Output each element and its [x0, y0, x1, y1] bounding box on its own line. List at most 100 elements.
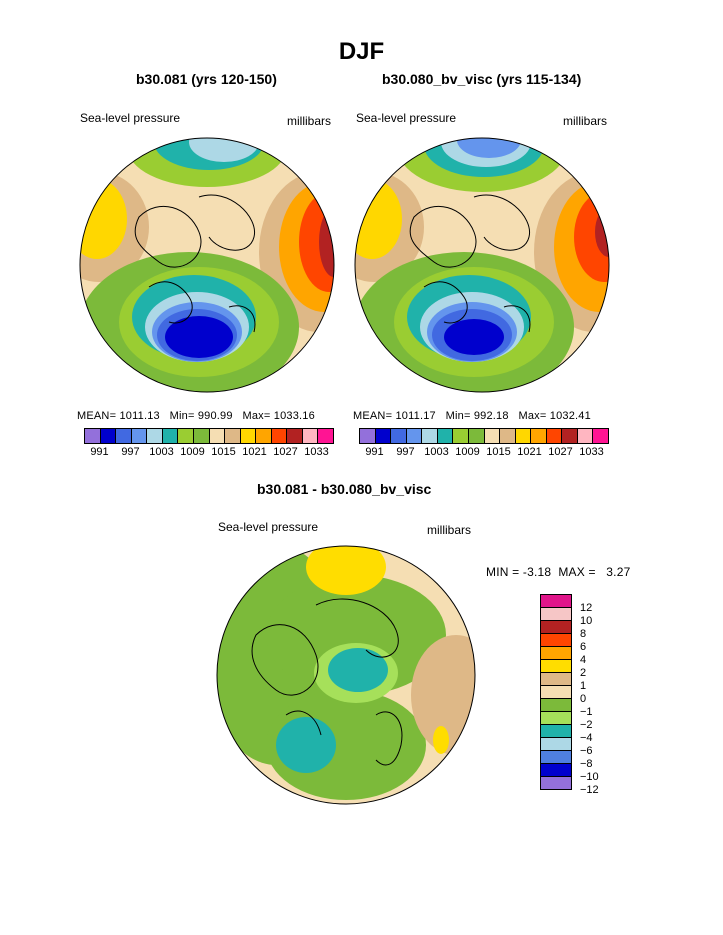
colorbar-label: −10 — [580, 771, 599, 783]
colorbar-swatch — [100, 429, 117, 443]
colorbar-swatch — [531, 429, 547, 443]
colorbar-label: 4 — [580, 654, 587, 666]
colorbar-swatch — [422, 429, 438, 443]
colorbar-label: 8 — [580, 628, 587, 640]
panel-2-colorbar-ticks: 991 997 1003 1009 1015 1021 1027 1033 — [359, 446, 607, 458]
colorbar-swatch — [541, 647, 571, 660]
diff-map — [216, 545, 476, 805]
colorbar-label: −1 — [580, 706, 593, 718]
colorbar-tick-label: 1027 — [273, 446, 298, 458]
colorbar-tick-label: 1021 — [242, 446, 267, 458]
colorbar-label: 1 — [580, 680, 587, 692]
colorbar-swatch — [178, 429, 194, 443]
colorbar-swatch — [541, 712, 571, 725]
colorbar-swatch — [271, 429, 288, 443]
panel-1-map — [79, 137, 335, 393]
colorbar-tick-label: 1009 — [180, 446, 205, 458]
colorbar-swatch — [131, 429, 148, 443]
colorbar-tick-label: 997 — [121, 446, 140, 458]
colorbar-label: 2 — [580, 667, 587, 679]
panel-1-colorbar-ticks: 991 997 1003 1009 1015 1021 1027 1033 — [84, 446, 332, 458]
colorbar-swatch — [468, 429, 485, 443]
colorbar-swatch — [562, 429, 578, 443]
colorbar-label: −4 — [580, 732, 593, 744]
colorbar-swatch — [147, 429, 163, 443]
colorbar-tick-label: 1033 — [579, 446, 604, 458]
colorbar-swatch — [391, 429, 407, 443]
panel-1-colorbar — [84, 428, 334, 444]
diff-colorbar-labels: 12 10 8 6 4 2 1 0 −1 −2 −4 −6 −8 −10 −12 — [580, 594, 620, 804]
colorbar-swatch — [541, 699, 571, 712]
colorbar-label: 12 — [580, 602, 593, 614]
panel-1-min: 990.99 — [197, 410, 233, 422]
colorbar-swatch — [541, 686, 571, 699]
colorbar-swatch — [541, 673, 571, 686]
diff-stats: MIN = -3.18 MAX = 3.27 — [486, 565, 630, 579]
panel-2-min: 992.18 — [473, 410, 509, 422]
colorbar-swatch — [302, 429, 319, 443]
colorbar-swatch — [225, 429, 241, 443]
colorbar-swatch — [541, 777, 571, 789]
colorbar-swatch — [85, 429, 101, 443]
colorbar-swatch — [541, 738, 571, 751]
colorbar-swatch — [287, 429, 303, 443]
colorbar-swatch — [484, 429, 501, 443]
colorbar-swatch — [593, 429, 608, 443]
panel-1-max: 1033.16 — [273, 410, 315, 422]
panel-2-map — [354, 137, 610, 393]
panel-2-max-label: Max= — [518, 410, 547, 422]
colorbar-swatch — [541, 608, 571, 621]
panel-1-units: millibars — [287, 114, 332, 128]
colorbar-swatch — [500, 429, 516, 443]
colorbar-label: 6 — [580, 641, 587, 653]
colorbar-swatch — [360, 429, 376, 443]
colorbar-swatch — [541, 764, 571, 777]
panel-2-min-label: Min= — [445, 410, 471, 422]
colorbar-swatch — [209, 429, 226, 443]
panel-2-units: millibars — [563, 114, 608, 128]
diff-min-label: MIN = — [486, 565, 520, 579]
colorbar-swatch — [546, 429, 563, 443]
colorbar-tick-label: 1021 — [517, 446, 542, 458]
colorbar-label: −2 — [580, 719, 593, 731]
colorbar-label: −6 — [580, 745, 593, 757]
colorbar-swatch — [437, 429, 454, 443]
colorbar-tick-label: 1009 — [455, 446, 480, 458]
panel-1-variable: Sea-level pressure — [80, 111, 181, 125]
panel-2-stats: MEAN= 1011.17 Min= 992.18 Max= 1032.41 — [353, 410, 591, 422]
colorbar-swatch — [318, 429, 333, 443]
colorbar-swatch — [541, 660, 571, 673]
panel-2-max: 1032.41 — [549, 410, 591, 422]
diff-units: millibars — [427, 523, 472, 537]
colorbar-swatch — [541, 595, 571, 608]
panel-2-mean-label: MEAN= — [353, 410, 393, 422]
colorbar-swatch — [375, 429, 392, 443]
colorbar-swatch — [406, 429, 423, 443]
panel-2-colorbar — [359, 428, 609, 444]
colorbar-swatch — [453, 429, 469, 443]
colorbar-tick-label: 1027 — [548, 446, 573, 458]
diff-max-label: MAX = — [558, 565, 596, 579]
colorbar-swatch — [116, 429, 132, 443]
colorbar-swatch — [577, 429, 594, 443]
colorbar-swatch — [541, 751, 571, 764]
panel-1-min-label: Min= — [169, 410, 195, 422]
colorbar-label: −12 — [580, 784, 599, 796]
panel-2-mean: 1011.17 — [395, 410, 436, 422]
colorbar-swatch — [240, 429, 257, 443]
panel-1-mean: 1011.13 — [119, 410, 160, 422]
colorbar-swatch — [193, 429, 210, 443]
colorbar-tick-label: 1003 — [424, 446, 449, 458]
colorbar-tick-label: 997 — [396, 446, 415, 458]
diff-min: -3.18 — [522, 565, 552, 579]
colorbar-swatch — [541, 634, 571, 647]
colorbar-swatch — [162, 429, 179, 443]
colorbar-swatch — [256, 429, 272, 443]
colorbar-tick-label: 1003 — [149, 446, 174, 458]
panel-2-title: b30.080_bv_visc (yrs 115-134) — [382, 71, 582, 87]
panel-1-stats: MEAN= 1011.13 Min= 990.99 Max= 1033.16 — [77, 410, 315, 422]
colorbar-swatch — [541, 725, 571, 738]
colorbar-tick-label: 991 — [90, 446, 109, 458]
colorbar-tick-label: 991 — [365, 446, 384, 458]
colorbar-tick-label: 1033 — [304, 446, 329, 458]
